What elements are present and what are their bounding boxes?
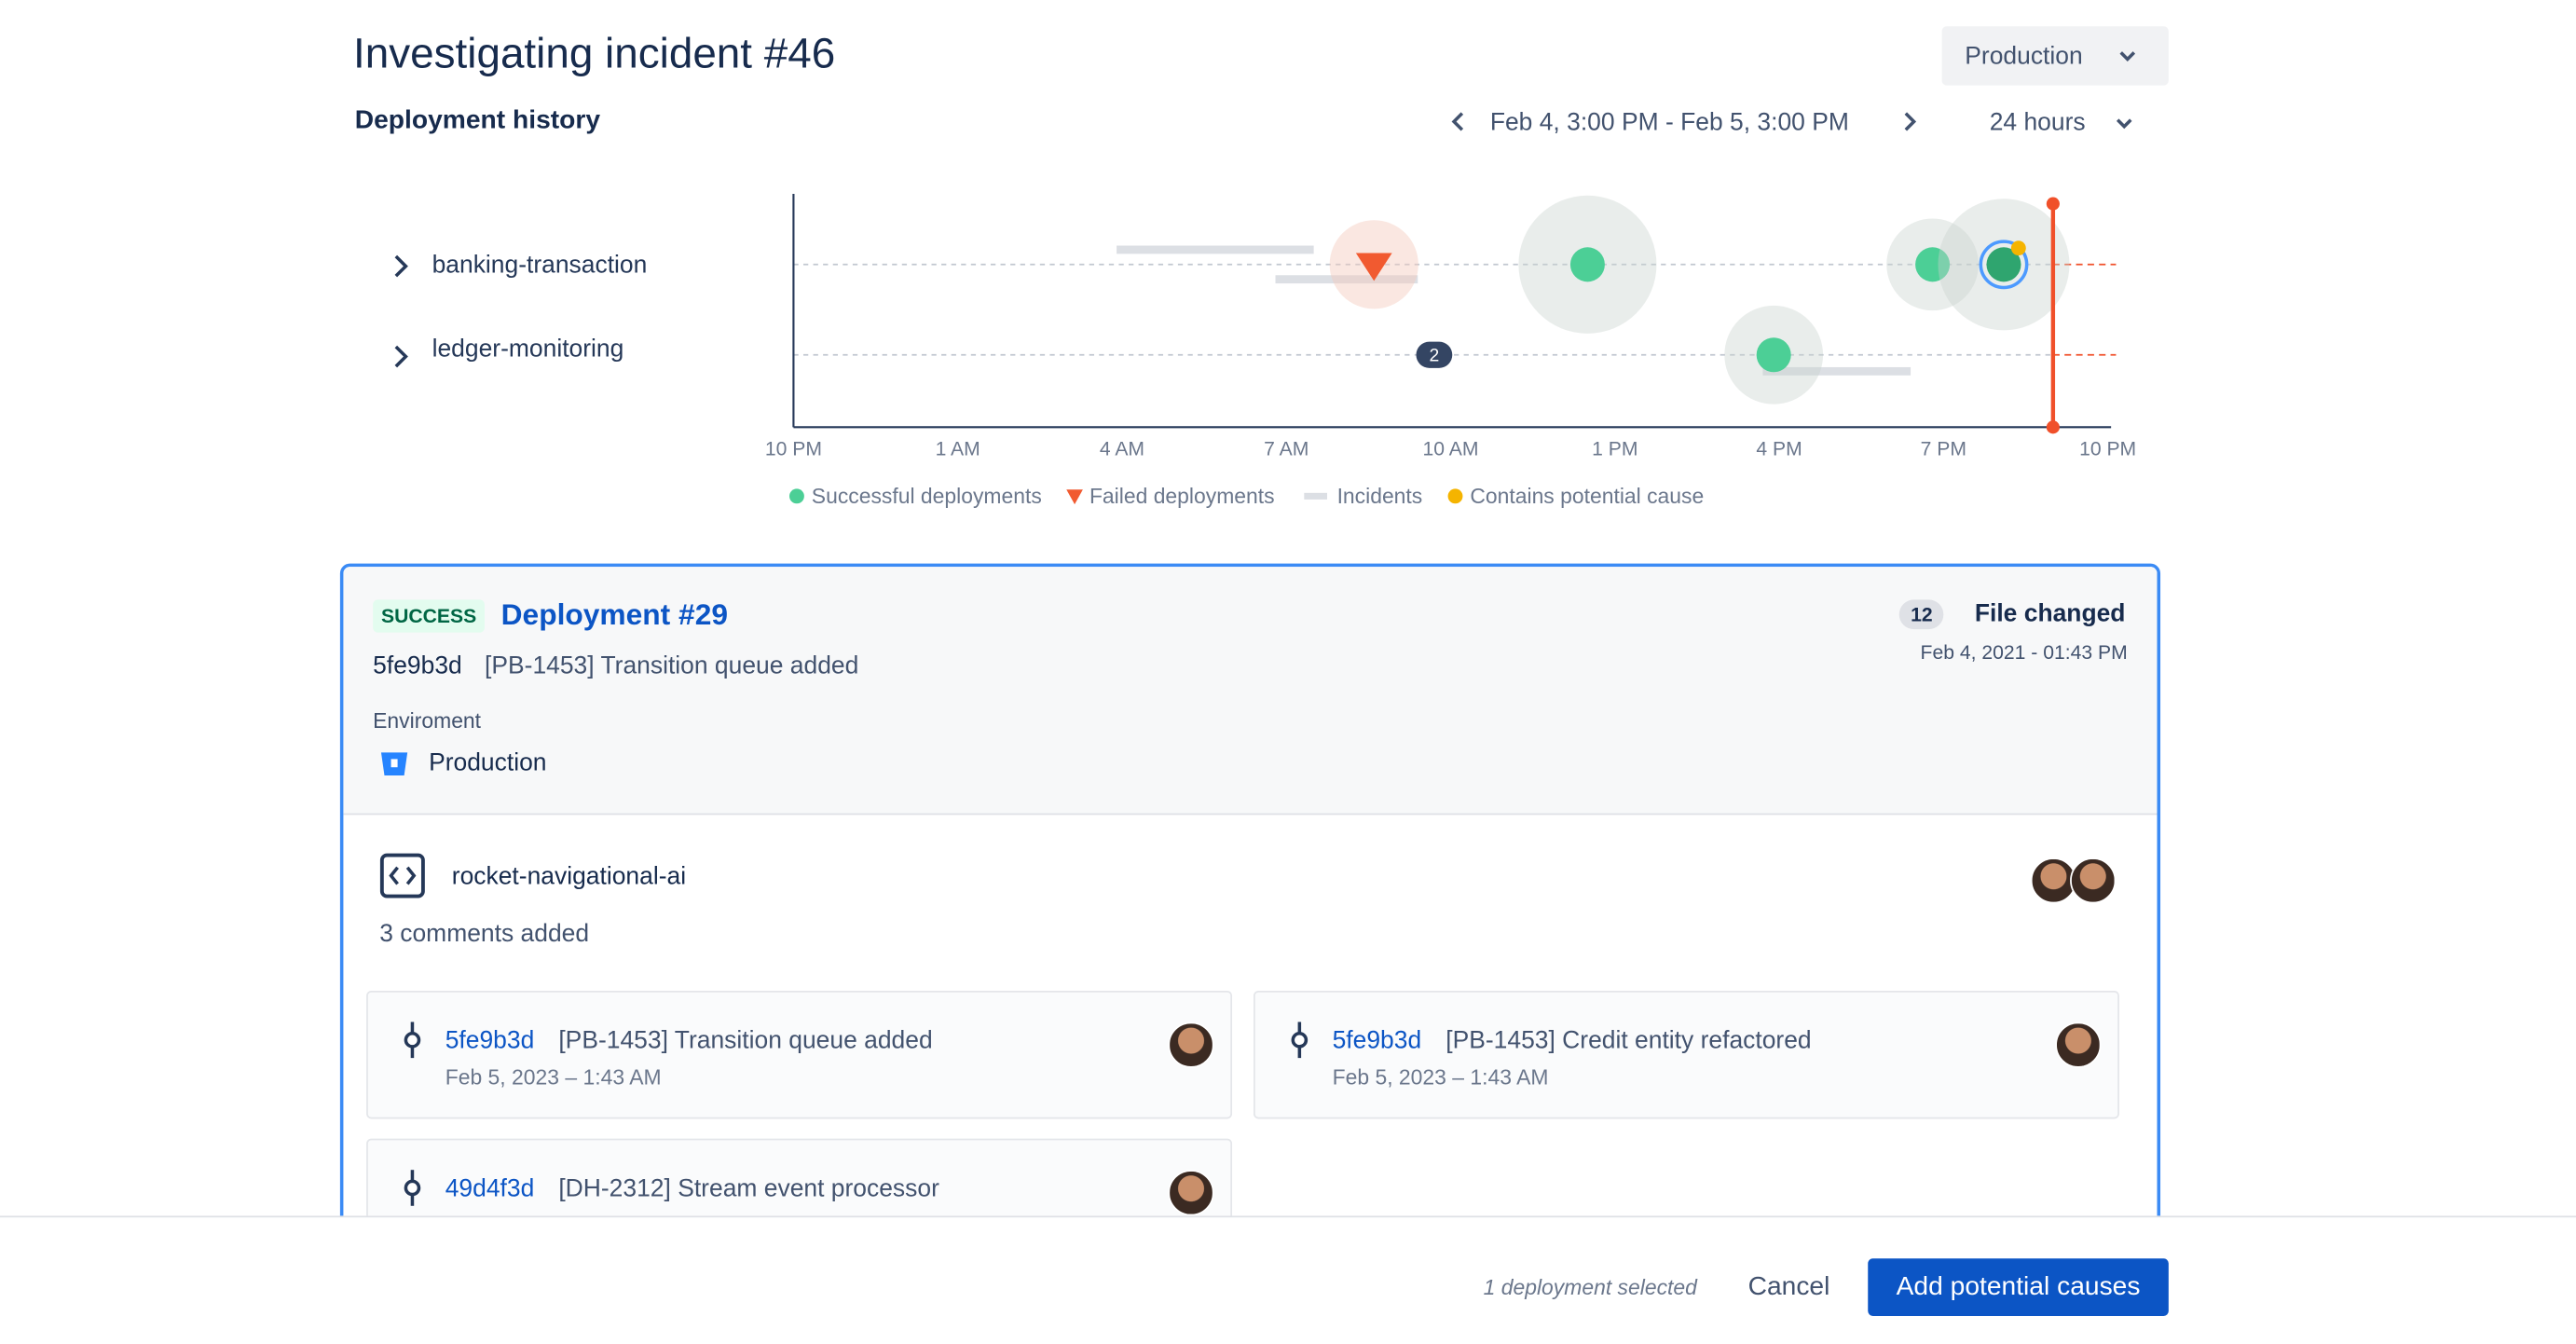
now-cap (2046, 197, 2060, 211)
commit-date: Feb 5, 2023 – 1:43 AM (1332, 1064, 1549, 1090)
environment: Production (429, 748, 547, 777)
footer: 1 deployment selected Cancel Add potenti… (0, 1215, 2576, 1344)
chevron (2116, 118, 2132, 130)
x-tick-label: 4 AM (1100, 439, 1144, 460)
page-title: Investigating incident #46 (352, 27, 836, 77)
commit-hash: 5fe9b3d (1332, 1026, 1422, 1055)
cancel-button[interactable]: Cancel (1747, 1273, 1830, 1302)
x-tick-label: 10 PM (2079, 439, 2136, 460)
commit-card[interactable]: 5fe9b3d [PB-1453] Credit entity refactore… (1253, 990, 2119, 1119)
legend-item: Failed deployments (1066, 484, 1275, 508)
commit-icon (404, 1022, 421, 1059)
legend-item: Incidents (1304, 484, 1422, 508)
range-label: Feb 4, 3:00 PM - Feb 5, 3:00 PM (1489, 108, 1849, 137)
group-count: 2 (1429, 346, 1439, 366)
x-tick-label: 1 PM (1592, 439, 1637, 460)
incident-bar (1275, 275, 1418, 284)
commit-message: [PB-1453] Credit entity refactored (1446, 1026, 1812, 1055)
range-dropdown[interactable]: 24 hours (1989, 108, 2086, 137)
cause-point (2010, 240, 2026, 256)
environment-label: Enviroment (373, 707, 482, 734)
selected-ring (1979, 240, 2029, 290)
status-badge: SUCCESS (373, 599, 486, 633)
avatar (1168, 1170, 1214, 1216)
legend-swatch (1447, 488, 1463, 504)
commit-icon (404, 1170, 421, 1206)
avatar (2070, 857, 2117, 904)
commit-hash: 5fe9b3d (445, 1026, 535, 1055)
row-label: ledger-monitoring (432, 334, 624, 362)
x-tick-label: 7 PM (1921, 439, 1966, 460)
legend-item: Successful deployments (789, 484, 1042, 508)
dropdown-label: Production (1965, 42, 2083, 71)
avatar (2055, 1022, 2102, 1068)
legend-label: Contains potential cause (1470, 484, 1704, 508)
group-pill (1416, 341, 1453, 368)
files-label: File changed (1974, 599, 2126, 628)
deployment-point (1986, 247, 2021, 282)
legend-label: Incidents (1337, 484, 1423, 508)
deployment-point (1756, 337, 1791, 373)
chevron (2119, 51, 2136, 62)
avatar (1168, 1022, 1214, 1068)
incident-bar (1117, 245, 1314, 254)
legend-label: Failed deployments (1089, 484, 1275, 508)
commit-message: [PB-1453] Transition queue added (485, 651, 859, 680)
expand-chevron (394, 254, 408, 278)
row-label: banking-transaction (432, 251, 648, 279)
card-header (343, 567, 2158, 816)
x-tick-label: 4 PM (1756, 439, 1802, 460)
environment-icon (380, 752, 408, 776)
commit-date: Feb 5, 2023 – 1:43 AM (445, 1064, 662, 1090)
commit-card[interactable]: 5fe9b3d [PB-1453] Transition queue added F… (366, 990, 1233, 1119)
chart: banking-transaction ledger-monitoring 10 P… (394, 194, 2136, 508)
x-tick-label: 7 AM (1264, 439, 1309, 460)
now-cap (2046, 420, 2060, 434)
repo-name: rocket-navigational-ai (451, 862, 687, 891)
legend-swatch (789, 488, 804, 504)
submit-button[interactable]: Add potential causes (1868, 1258, 2169, 1316)
legend-label: Successful deployments (812, 484, 1042, 508)
x-tick-label: 10 PM (765, 439, 822, 460)
x-tick-label: 10 AM (1423, 439, 1479, 460)
expand-chevron (394, 345, 408, 368)
deployment-point (1569, 247, 1605, 282)
commit-message: [DH-2312] Stream event processor (558, 1174, 939, 1203)
files-count: 12 (1898, 599, 1944, 630)
legend-item: Contains potential cause (1447, 484, 1704, 508)
legend-swatch (1066, 489, 1083, 505)
repo-icon (379, 853, 425, 898)
commit-icon (1291, 1022, 1309, 1059)
commit-message: [PB-1453] Transition queue added (558, 1026, 933, 1055)
next-range[interactable] (1899, 110, 1919, 133)
deployment-point (1915, 247, 1951, 282)
incident-bar (1762, 366, 1911, 376)
section-title: Deployment history (354, 106, 601, 135)
comments: 3 comments added (379, 920, 590, 949)
commit-hash: 5fe9b3d (373, 651, 462, 680)
selection-count: 1 deployment selected (1483, 1274, 1697, 1300)
commit-hash: 49d4f3d (445, 1174, 535, 1203)
deployment-date: Feb 4, 2021 - 01:43 PM (1920, 640, 2128, 665)
failed-point (1355, 253, 1392, 281)
prev-range[interactable] (1449, 110, 1469, 133)
legend-swatch (1304, 492, 1327, 500)
environment-dropdown[interactable]: Production (1941, 26, 2169, 86)
x-tick-label: 1 AM (936, 439, 980, 460)
deployment-title[interactable]: Deployment #29 (500, 597, 729, 631)
